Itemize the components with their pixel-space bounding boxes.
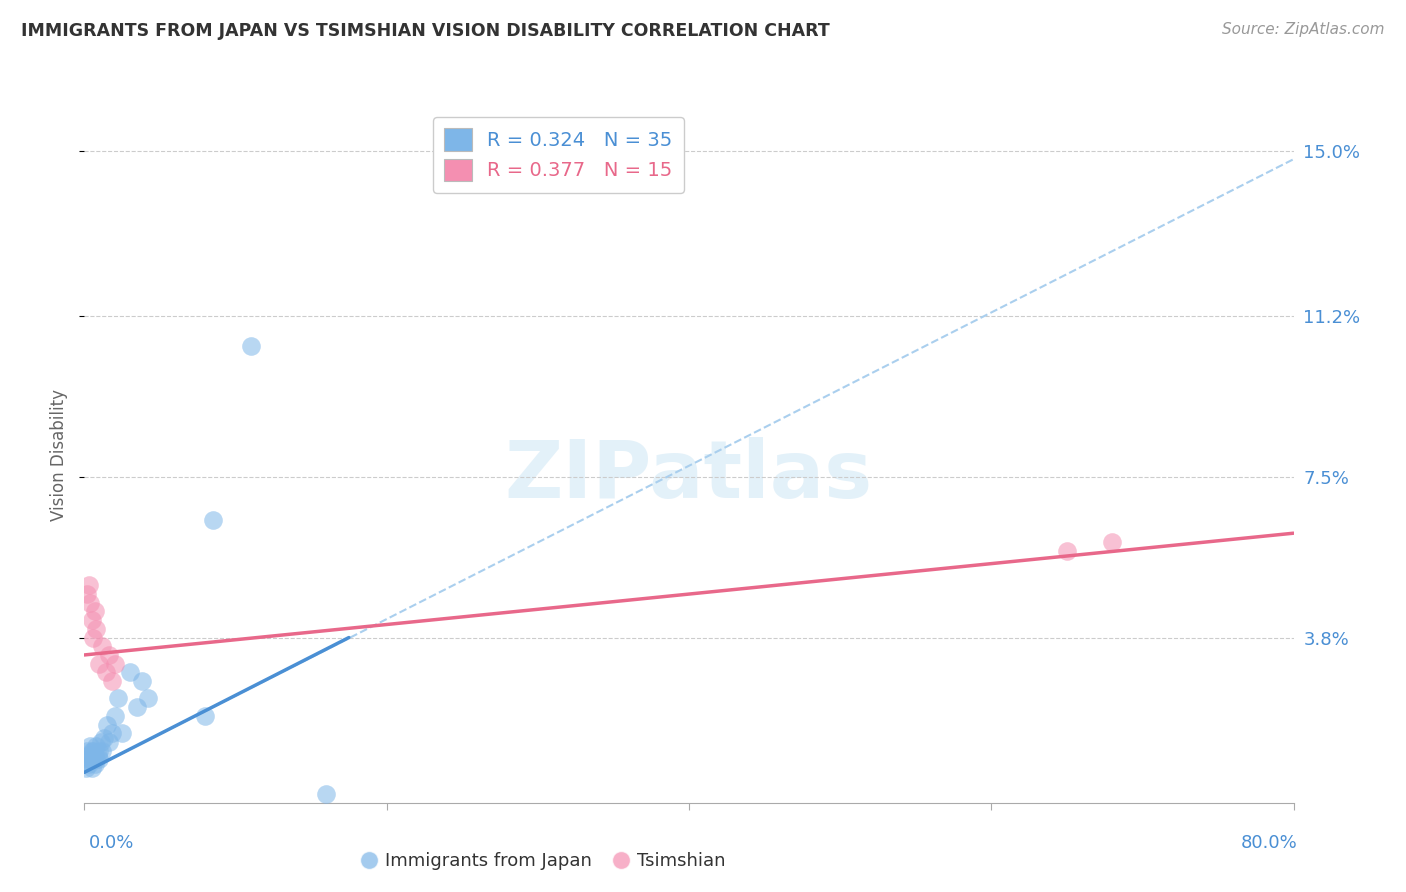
Point <box>77 578 100 592</box>
Point <box>315 787 337 801</box>
Point <box>201 513 224 527</box>
Point <box>89 744 111 758</box>
Point <box>89 657 111 671</box>
Point <box>82 752 104 766</box>
Point <box>1056 543 1078 558</box>
Point <box>79 752 101 766</box>
Point <box>104 708 127 723</box>
Text: 80.0%: 80.0% <box>1241 834 1298 852</box>
Point <box>94 665 117 680</box>
Point <box>89 752 111 766</box>
Point <box>118 665 141 680</box>
Point <box>86 752 108 766</box>
Point <box>79 739 101 754</box>
Point <box>84 747 107 762</box>
Text: Source: ZipAtlas.com: Source: ZipAtlas.com <box>1222 22 1385 37</box>
Point <box>1101 535 1123 549</box>
Point <box>131 674 153 689</box>
Point <box>76 744 98 758</box>
Point <box>100 674 122 689</box>
Point <box>80 613 103 627</box>
Text: ZIPatlas: ZIPatlas <box>505 437 873 515</box>
Point <box>76 587 98 601</box>
Text: IMMIGRANTS FROM JAPAN VS TSIMSHIAN VISION DISABILITY CORRELATION CHART: IMMIGRANTS FROM JAPAN VS TSIMSHIAN VISIO… <box>21 22 830 40</box>
Point <box>84 756 107 771</box>
Point <box>91 744 114 758</box>
Point <box>75 761 97 775</box>
Text: 0.0%: 0.0% <box>89 834 134 852</box>
Point <box>79 596 101 610</box>
Point <box>84 605 107 619</box>
Point <box>87 747 110 762</box>
Point <box>82 744 104 758</box>
Point <box>127 700 149 714</box>
Point <box>100 726 122 740</box>
Point <box>111 726 134 740</box>
Point <box>77 747 100 762</box>
Point <box>76 752 98 766</box>
Point <box>93 731 115 745</box>
Point <box>136 691 159 706</box>
Point <box>90 735 112 749</box>
Point <box>96 717 118 731</box>
Legend: Immigrants from Japan, Tsimshian: Immigrants from Japan, Tsimshian <box>354 845 733 877</box>
Point <box>80 744 103 758</box>
Point <box>107 691 129 706</box>
Point <box>86 622 108 636</box>
Point <box>82 631 104 645</box>
Point <box>91 639 114 653</box>
Point <box>239 339 262 353</box>
Point <box>194 708 217 723</box>
Point <box>104 657 127 671</box>
Point <box>97 735 120 749</box>
Point <box>77 756 100 771</box>
Y-axis label: Vision Disability: Vision Disability <box>51 389 69 521</box>
Point <box>80 761 103 775</box>
Point <box>97 648 120 662</box>
Point <box>86 739 108 754</box>
